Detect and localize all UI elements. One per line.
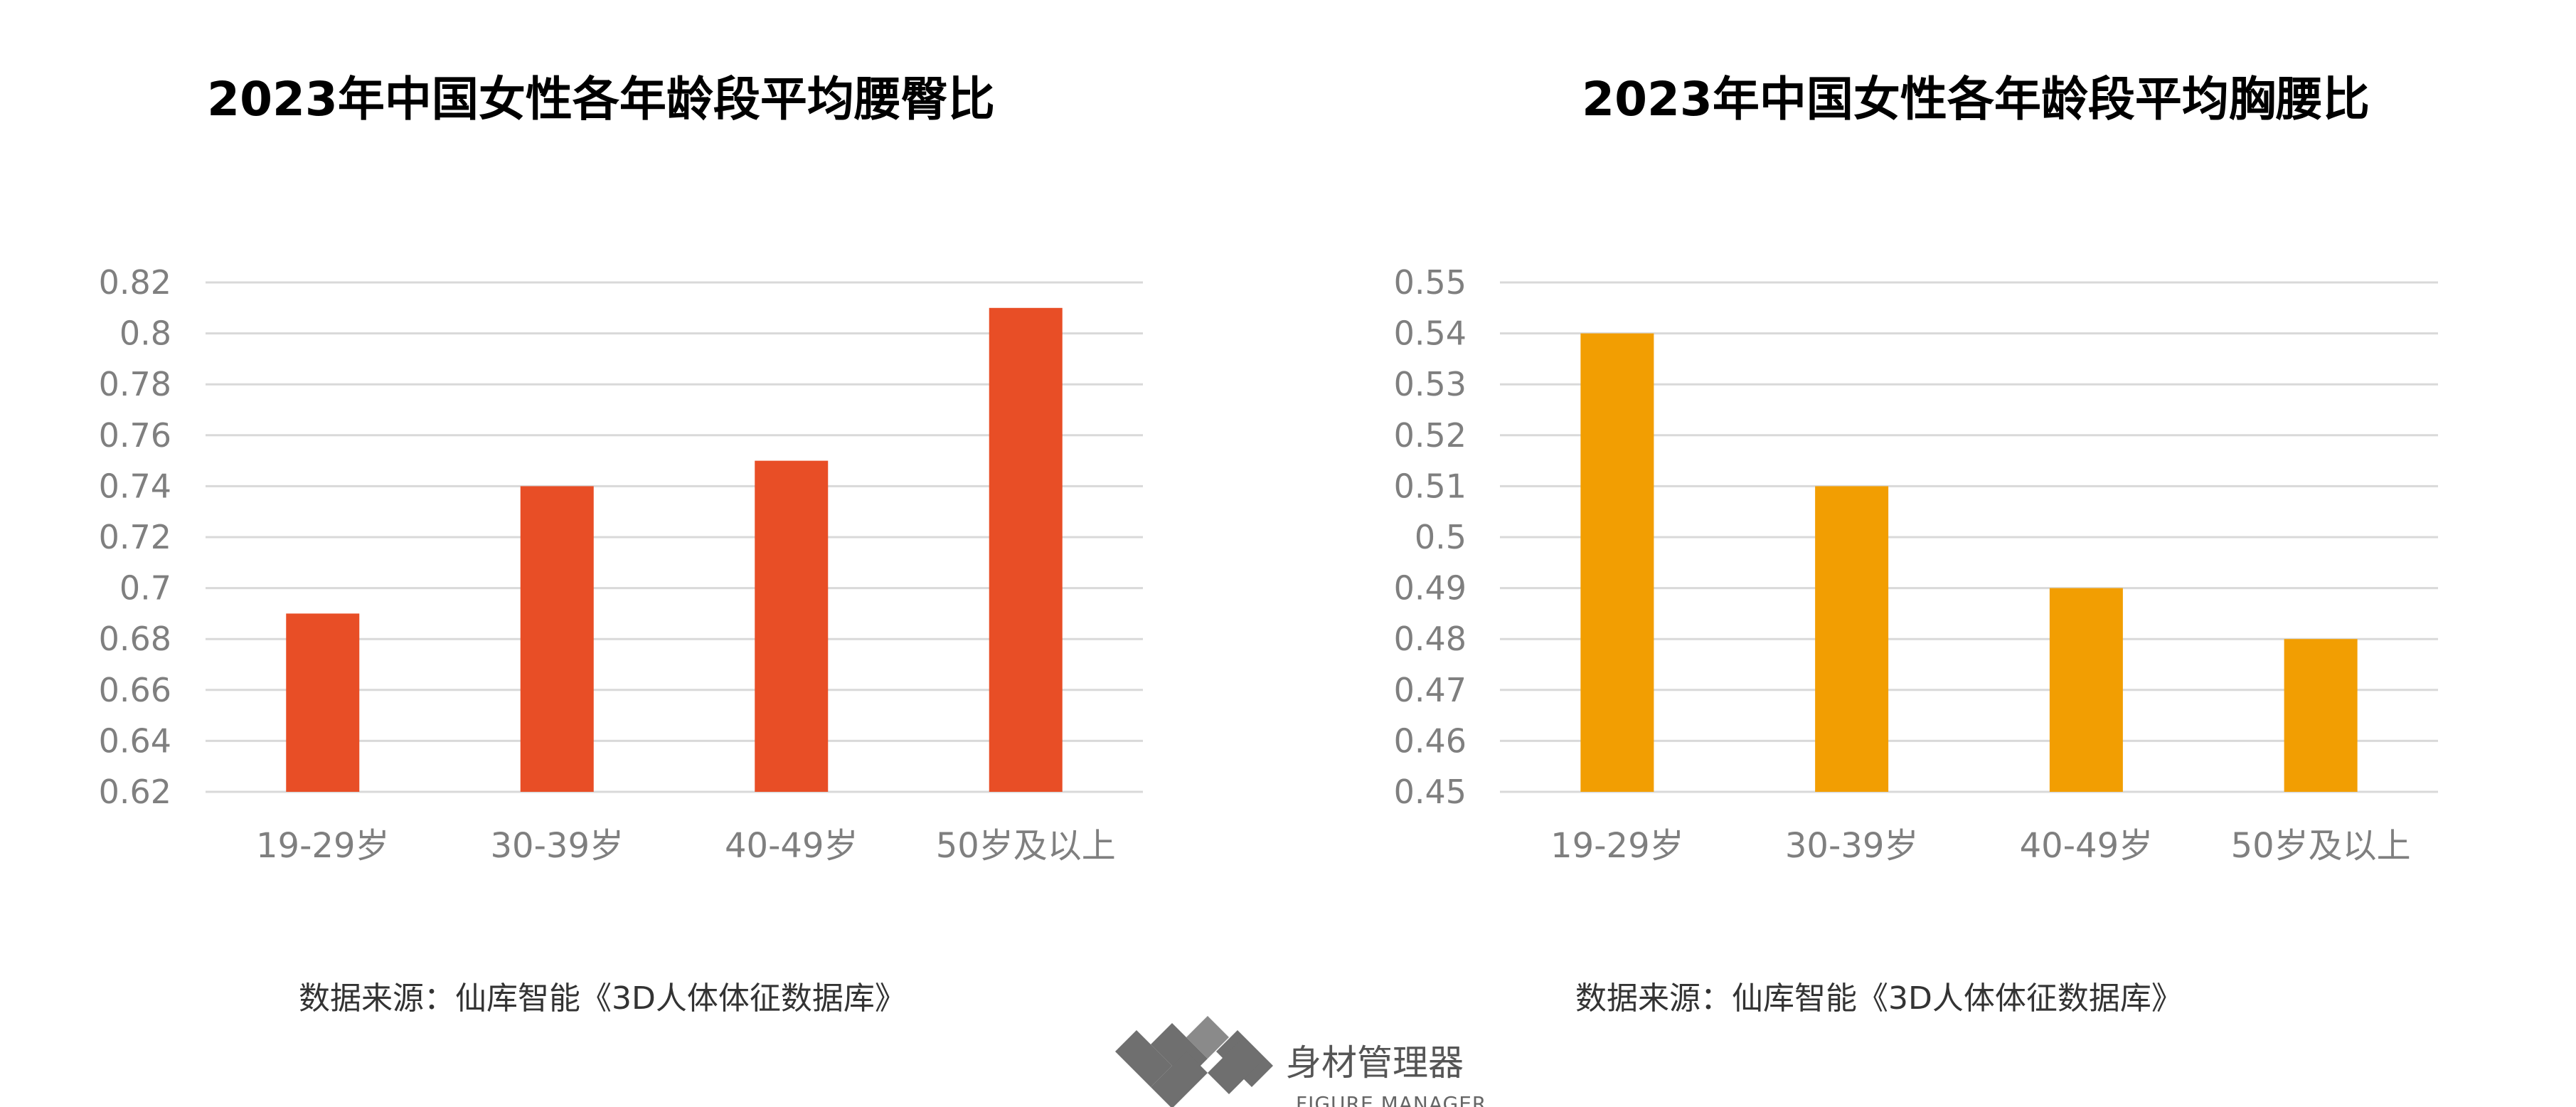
brand-logo: 身材管理器 FIGURE MANAGER bbox=[1115, 1016, 1486, 1107]
x-category-label: 40-49岁 bbox=[2020, 826, 2153, 866]
chart-title: 2023年中国女性各年龄段平均腰臀比 bbox=[207, 72, 995, 127]
gridlines bbox=[206, 281, 1143, 793]
x-category-label: 30-39岁 bbox=[1785, 826, 1918, 866]
y-tick-label: 0.8 bbox=[119, 314, 171, 353]
chart-title: 2023年中国女性各年龄段平均胸腰比 bbox=[1582, 72, 2370, 127]
y-tick-label: 0.55 bbox=[1394, 263, 1467, 302]
y-tick-label: 0.49 bbox=[1394, 569, 1467, 608]
x-category-label: 50岁及以上 bbox=[936, 826, 1116, 866]
y-axis-ticks: 0.45 0.46 0.47 0.48 0.49 0.5 0.51 0.52 0.53 0.54 0… bbox=[1394, 263, 1467, 811]
y-axis-ticks: 0.62 0.64 0.66 0.68 0.7 0.72 0.74 0.76 0.78 0.8 0.… bbox=[99, 263, 171, 811]
x-category-label: 50岁及以上 bbox=[2231, 826, 2411, 866]
bar-4 bbox=[2284, 639, 2358, 792]
logo-mark-icon bbox=[1115, 1016, 1273, 1107]
x-category-label: 30-39岁 bbox=[491, 826, 624, 866]
y-tick-label: 0.64 bbox=[99, 721, 171, 760]
gridlines bbox=[1500, 281, 2438, 793]
y-tick-label: 0.68 bbox=[99, 620, 171, 658]
bars bbox=[1580, 333, 2358, 793]
data-source-note: 数据来源：仙库智能《3D人体体征数据库》 bbox=[299, 980, 906, 1017]
bars bbox=[286, 307, 1063, 792]
y-tick-label: 0.53 bbox=[1394, 365, 1467, 403]
bar-3 bbox=[2049, 588, 2123, 792]
bar-4 bbox=[989, 307, 1063, 792]
y-tick-label: 0.72 bbox=[99, 518, 171, 556]
x-category-label: 40-49岁 bbox=[725, 826, 858, 866]
y-tick-label: 0.47 bbox=[1394, 671, 1467, 709]
logo-name-en: FIGURE MANAGER bbox=[1296, 1092, 1486, 1107]
data-source-note: 数据来源：仙库智能《3D人体体征数据库》 bbox=[1575, 980, 2183, 1017]
y-tick-label: 0.46 bbox=[1394, 721, 1467, 760]
y-tick-label: 0.82 bbox=[99, 263, 171, 302]
y-tick-label: 0.45 bbox=[1394, 773, 1467, 811]
y-tick-label: 0.51 bbox=[1394, 467, 1467, 505]
x-category-label: 19-29岁 bbox=[1550, 826, 1683, 866]
bar-2 bbox=[520, 486, 594, 792]
y-tick-label: 0.74 bbox=[99, 467, 171, 505]
chart-waist-hip-ratio: 2023年中国女性各年龄段平均腰臀比 0.620.640.660.680.70.… bbox=[99, 72, 1143, 1017]
y-tick-label: 0.5 bbox=[1415, 518, 1467, 556]
bar-3 bbox=[755, 460, 829, 792]
x-axis-labels: 19-29岁 30-39岁 40-49岁 50岁及以上 bbox=[256, 826, 1116, 866]
bar-1 bbox=[1580, 333, 1654, 793]
x-axis-labels: 19-29岁 30-39岁 40-49岁 50岁及以上 bbox=[1550, 826, 2411, 866]
bar-1 bbox=[286, 613, 360, 792]
y-tick-label: 0.66 bbox=[99, 671, 171, 709]
y-tick-label: 0.7 bbox=[119, 569, 171, 608]
x-category-label: 19-29岁 bbox=[256, 826, 389, 866]
logo-name-cn: 身材管理器 bbox=[1286, 1042, 1464, 1084]
y-tick-label: 0.48 bbox=[1394, 620, 1467, 658]
y-tick-label: 0.52 bbox=[1394, 416, 1467, 455]
y-tick-label: 0.54 bbox=[1394, 314, 1467, 353]
bar-2 bbox=[1815, 486, 1889, 792]
y-tick-label: 0.62 bbox=[99, 773, 171, 811]
y-tick-label: 0.76 bbox=[99, 416, 171, 455]
y-tick-label: 0.78 bbox=[99, 365, 171, 403]
chart-bust-waist-ratio: 2023年中国女性各年龄段平均胸腰比 0.450.460.470.480.490… bbox=[1394, 72, 2438, 1017]
